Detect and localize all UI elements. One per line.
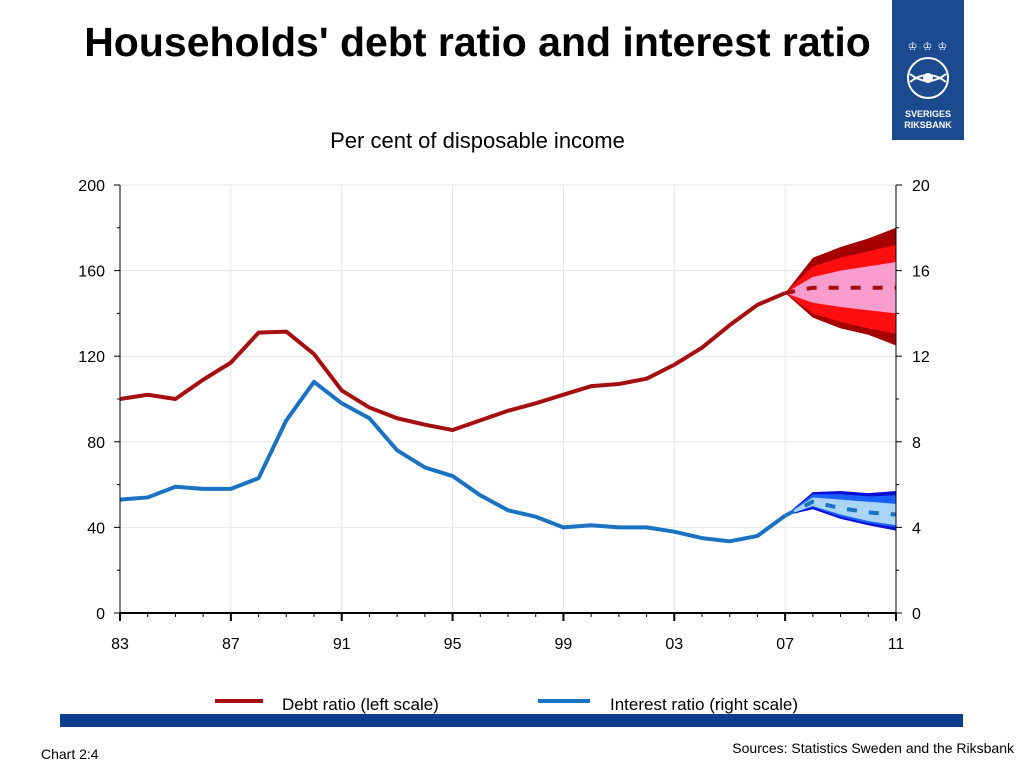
series-line-1 <box>119 379 787 544</box>
forecast-central-line-1 <box>784 499 897 518</box>
x-tick-label: 99 <box>555 636 573 653</box>
x-tick-label: 95 <box>444 636 462 653</box>
forecast-bands <box>784 227 897 531</box>
forecast-band-inner-1 <box>785 497 896 526</box>
emblem-icon <box>907 57 949 99</box>
y-left-tick-label: 40 <box>87 520 105 537</box>
y-right-tick-label: 4 <box>912 520 921 537</box>
y-left-tick-label: 0 <box>96 606 105 623</box>
x-tick-label: 83 <box>111 636 129 653</box>
x-tick-label: 07 <box>776 636 794 653</box>
grid <box>120 184 897 613</box>
x-tick-label: 91 <box>333 636 351 653</box>
y-left-tick-label: 80 <box>87 435 105 452</box>
source-note: Sources: Statistics Sweden and the Riksb… <box>732 740 1014 756</box>
footer-bar <box>60 714 963 727</box>
axes: 0 40 80 120 160 200 0 4 8 12 16 20 83 87 91 95 99 03 07 11 <box>78 178 930 653</box>
y-right-tick-label: 20 <box>912 178 930 195</box>
page-subtitle: Per cent of disposable income <box>330 128 625 153</box>
y-right-tick-label: 16 <box>912 264 930 281</box>
legend: Debt ratio (left scale) Interest ratio (… <box>215 695 798 714</box>
x-tick-label: 11 <box>888 636 905 653</box>
legend-label-interest: Interest ratio (right scale) <box>610 695 798 714</box>
crowns-icon: ♔ ♔ ♔ <box>907 41 949 53</box>
series-lines <box>119 291 787 544</box>
x-tick-label: 03 <box>665 636 683 653</box>
chart-number: Chart 2:4 <box>41 746 99 762</box>
y-left-tick-label: 120 <box>78 349 105 366</box>
page-title: Households' debt ratio and interest rati… <box>84 19 871 65</box>
series-line-0 <box>119 291 786 433</box>
y-right-tick-label: 8 <box>912 435 921 452</box>
forecast-central-line-0 <box>784 285 896 296</box>
forecast-band-inner-0 <box>785 262 896 314</box>
logo-name-line1: SVERIGES <box>904 109 951 119</box>
logo-name-line2: RIKSBANK <box>904 120 952 130</box>
riksbank-logo: ♔ ♔ ♔ SVERIGES RIKSBANK <box>892 0 964 140</box>
y-right-tick-label: 12 <box>912 349 930 366</box>
y-right-tick-label: 0 <box>912 606 921 623</box>
y-left-tick-label: 160 <box>78 264 105 281</box>
legend-label-debt: Debt ratio (left scale) <box>282 695 439 714</box>
y-left-tick-label: 200 <box>78 178 105 195</box>
x-tick-label: 87 <box>222 636 240 653</box>
